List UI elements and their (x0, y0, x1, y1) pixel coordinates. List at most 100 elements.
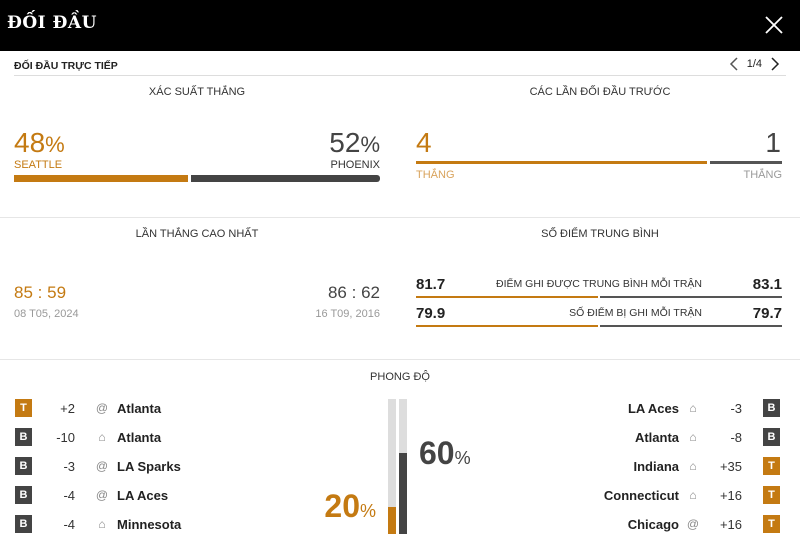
result-badge: T (763, 486, 780, 504)
h2h-left-value: 4 (416, 127, 432, 158)
close-icon[interactable] (762, 13, 786, 37)
divider (14, 75, 786, 76)
h2h-right-label: THẮNG (743, 169, 783, 181)
h2h-right-value: 1 (765, 127, 781, 158)
divider (0, 359, 800, 360)
opponent-team[interactable]: Chicago (627, 517, 679, 532)
biggest-win-right-date: 16 T09, 2016 (315, 308, 380, 320)
score-sep: : (37, 283, 43, 302)
opponent-team[interactable]: LA Aces (117, 488, 169, 503)
biggest-win-left-score: 85 : 59 (14, 283, 66, 303)
score-diff: -8 (730, 430, 742, 445)
divider (0, 217, 800, 218)
win-prob-left-value: 48 (14, 127, 46, 158)
avg-right-value: 79.7 (752, 305, 782, 322)
page-title: ĐỐI ĐẦU (7, 13, 97, 33)
win-prob-left: 48% (14, 127, 65, 159)
avg-left-value: 79.9 (416, 305, 446, 322)
opponent-team[interactable]: Atlanta (634, 430, 679, 445)
form-right-track (399, 399, 407, 534)
win-prob-left-bar (14, 175, 188, 182)
away-icon: @ (95, 459, 109, 473)
score-b: 62 (361, 283, 380, 302)
form-left-pct: 20% (324, 488, 376, 525)
form-left-pct-value: 20 (324, 488, 360, 524)
score-diff: +16 (719, 517, 742, 532)
opponent-team[interactable]: Connecticut (603, 488, 679, 503)
page-indicator: 1/4 (746, 58, 762, 70)
h2h-left-bar (416, 161, 707, 164)
opponent-team[interactable]: LA Sparks (117, 459, 181, 474)
away-icon: @ (95, 401, 109, 415)
win-prob-right-unit: % (360, 132, 380, 157)
score-diff: -4 (63, 488, 75, 503)
result-badge: B (15, 486, 32, 504)
avg-points-title: SỐ ĐIỂM TRUNG BÌNH (541, 228, 659, 240)
home-icon: ⌂ (689, 488, 697, 502)
win-prob-title: XÁC SUẤT THẮNG (148, 86, 246, 98)
home-icon: ⌂ (98, 430, 106, 444)
chevron-left-icon[interactable] (727, 57, 741, 71)
opponent-team[interactable]: Atlanta (117, 401, 162, 416)
biggest-win-title: LẦN THẮNG CAO NHẤT (135, 228, 259, 240)
score-diff: -4 (63, 517, 75, 532)
score-a: 85 (14, 283, 33, 302)
opponent-team[interactable]: Indiana (633, 459, 679, 474)
form-right-fill (399, 453, 407, 534)
score-diff: +35 (719, 459, 742, 474)
form-left-fill (388, 507, 396, 534)
avg-right-underline (600, 296, 782, 298)
result-badge: B (763, 428, 780, 446)
form-right-pct-value: 60 (419, 435, 455, 471)
chevron-right-icon[interactable] (768, 57, 782, 71)
home-icon: ⌂ (689, 430, 697, 444)
score-diff: -3 (730, 401, 742, 416)
result-badge: T (763, 457, 780, 475)
home-icon: ⌂ (689, 401, 697, 415)
avg-right-value: 83.1 (752, 276, 782, 293)
result-badge: B (763, 399, 780, 417)
avg-left-underline (416, 296, 598, 298)
biggest-win-left-date: 08 T05, 2024 (14, 308, 79, 320)
avg-label: SỐ ĐIỂM BỊ GHI MỖI TRẬN (569, 307, 702, 319)
result-badge: T (15, 399, 32, 417)
home-icon: ⌂ (689, 459, 697, 473)
score-diff: +2 (60, 401, 75, 416)
opponent-team[interactable]: Atlanta (117, 430, 162, 445)
avg-left-value: 81.7 (416, 276, 446, 293)
h2h-title: CÁC LẦN ĐỐI ĐẦU TRƯỚC (529, 86, 671, 98)
avg-row-scored: 81.7 ĐIỂM GHI ĐƯỢC TRUNG BÌNH MỖI TRẬN 8… (416, 274, 782, 298)
score-b: 59 (47, 283, 67, 302)
win-prob-left-team: SEATTLE (14, 159, 63, 171)
result-badge: T (763, 515, 780, 533)
result-badge: B (15, 515, 32, 533)
biggest-win-right-score: 86 : 62 (328, 283, 380, 303)
win-prob-right-bar (191, 175, 380, 182)
result-badge: B (15, 428, 32, 446)
opponent-team[interactable]: LA Aces (627, 401, 679, 416)
form-right-pct-unit: % (454, 448, 471, 468)
away-icon: @ (686, 517, 700, 531)
form-right-pct: 60% (419, 435, 471, 472)
win-prob-left-unit: % (45, 132, 65, 157)
avg-left-underline (416, 325, 598, 327)
form-left-pct-unit: % (359, 501, 376, 521)
opponent-team[interactable]: Minnesota (117, 517, 182, 532)
form-left-track (388, 399, 396, 534)
away-icon: @ (95, 488, 109, 502)
score-diff: -3 (63, 459, 75, 474)
header-bar: ĐỐI ĐẦU (0, 0, 800, 51)
subheader: ĐỐI ĐẦU TRỰC TIẾP 1/4 (0, 51, 800, 76)
section-label: ĐỐI ĐẦU TRỰC TIẾP (14, 60, 118, 72)
result-badge: B (15, 457, 32, 475)
score-diff: -10 (56, 430, 75, 445)
avg-right-underline (600, 325, 782, 327)
win-prob-right-value: 52 (329, 127, 361, 158)
form-title: PHONG ĐỘ (370, 371, 430, 383)
score-diff: +16 (719, 488, 742, 503)
win-prob-right: 52% (329, 127, 380, 159)
home-icon: ⌂ (98, 517, 106, 531)
h2h-right-bar (710, 161, 782, 164)
score-a: 86 (327, 283, 347, 302)
score-sep: : (351, 283, 357, 302)
